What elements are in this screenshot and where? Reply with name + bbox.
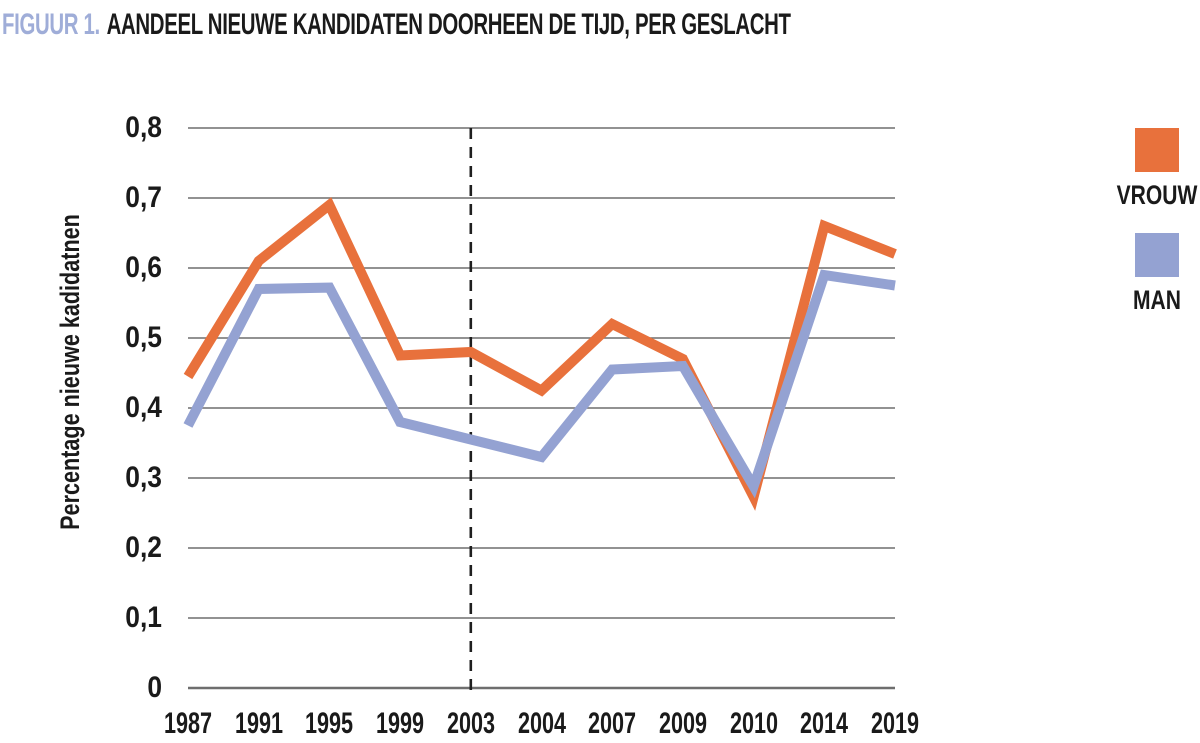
legend-swatch-man	[1135, 233, 1179, 277]
legend-label-vrouw: VROUW	[1116, 180, 1198, 210]
legend-swatch-vrouw	[1135, 128, 1179, 172]
legend-label-man: MAN	[1133, 285, 1181, 315]
y-tick-label: 0,8	[125, 111, 162, 144]
y-tick-label: 0,5	[125, 321, 162, 354]
figure-title: FIGUUR 1. AANDEEL NIEUWE KANDIDATEN DOORH…	[2, 8, 791, 42]
x-tick-label: 2009	[658, 707, 707, 740]
x-tick-label: 2010	[729, 707, 778, 740]
x-tick-label: 1999	[376, 707, 425, 740]
x-tick-label: 1991	[234, 707, 283, 740]
x-tick-label: 2004	[517, 707, 566, 740]
y-tick-label: 0,4	[125, 391, 162, 424]
x-tick-label: 2007	[588, 707, 637, 740]
series-line-man	[183, 269, 896, 499]
x-tick-label: 2003	[446, 707, 495, 740]
legend-entry-man: MAN	[1097, 233, 1200, 315]
x-tick-label: 2019	[870, 707, 920, 740]
y-tick-label: 0,2	[125, 531, 162, 564]
x-tick-label: 2014	[800, 707, 849, 740]
legend-entry-vrouw: VROUW	[1097, 128, 1200, 210]
y-tick-label: 0	[147, 671, 162, 704]
y-tick-label: 0,6	[125, 251, 162, 284]
y-tick-label: 0,3	[125, 461, 162, 494]
y-tick-label: 0,7	[125, 181, 162, 214]
figure-label: FIGUUR 1.	[2, 8, 100, 41]
y-axis-title: Percentage nieuwe kadidatnen	[55, 214, 85, 530]
x-tick-label: 1995	[305, 707, 354, 740]
y-tick-label: 0,1	[125, 601, 162, 634]
x-tick-label: 1987	[163, 707, 213, 740]
figure-title-text: AANDEEL NIEUWE KANDIDATEN DOORHEEN DE TI…	[106, 8, 791, 41]
legend: VROUW MAN	[1097, 128, 1200, 315]
